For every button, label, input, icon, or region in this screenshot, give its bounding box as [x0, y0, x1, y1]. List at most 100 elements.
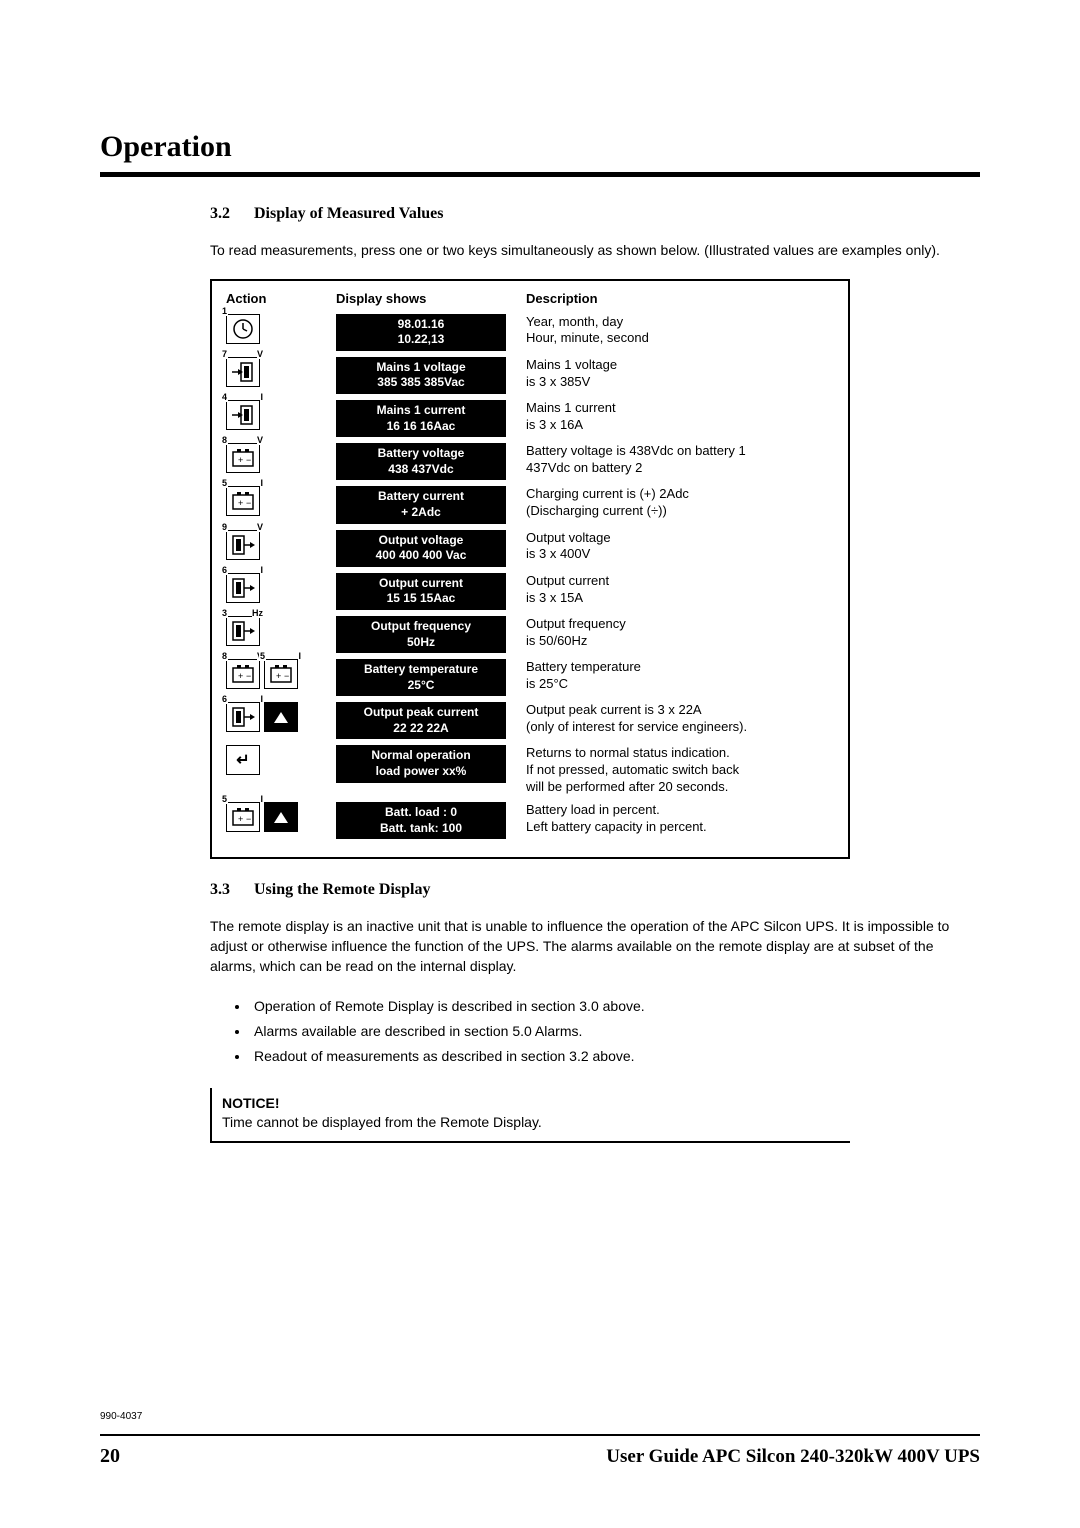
- inI-key-icon: 4I: [226, 400, 260, 430]
- bullet-list: Operation of Remote Display is described…: [100, 994, 980, 1070]
- table-row: 1 98.01.1610.22,13Year, month, dayHour, m…: [226, 314, 834, 351]
- footer-title: User Guide APC Silcon 240-320kW 400V UPS: [606, 1446, 980, 1468]
- lcd-display: Battery temperature25°C: [336, 659, 506, 696]
- description-cell: Battery voltage is 438Vdc on battery 143…: [526, 443, 834, 477]
- svg-text:−: −: [246, 498, 251, 508]
- batV-key-icon: +−8V: [226, 659, 260, 689]
- enter-key-icon: ↵: [226, 745, 260, 775]
- outV-key-icon: 9V: [226, 530, 260, 560]
- table-row: 4I Mains 1 current16 16 16Aac Mains 1 curr…: [226, 400, 834, 437]
- display-cell: Output voltage400 400 400 Vac: [336, 530, 526, 567]
- lcd-display: Output voltage400 400 400 Vac: [336, 530, 506, 567]
- svg-text:+: +: [238, 671, 243, 681]
- clock-key-icon: 1: [226, 314, 260, 344]
- action-cell: ↵: [226, 745, 336, 775]
- subnum: 3.2: [210, 205, 250, 223]
- lcd-display: Mains 1 current16 16 16Aac: [336, 400, 506, 437]
- description-cell: Mains 1 currentis 3 x 16A: [526, 400, 834, 434]
- outHz-key-icon: 3Hz: [226, 616, 260, 646]
- outI-key-icon: 6I: [226, 702, 260, 732]
- list-item: Readout of measurements as described in …: [250, 1044, 980, 1069]
- up-arrow-key-icon: [264, 802, 298, 832]
- subtitle: Display of Measured Values: [254, 205, 444, 222]
- lcd-display: Battery voltage438 437Vdc: [336, 443, 506, 480]
- svg-text:−: −: [246, 455, 251, 465]
- description-cell: Output peak current is 3 x 22A(only of i…: [526, 702, 834, 736]
- lcd-display: Batt. load : 0Batt. tank: 100: [336, 802, 506, 839]
- display-cell: Mains 1 voltage385 385 385Vac: [336, 357, 526, 394]
- description-cell: Output frequencyis 50/60Hz: [526, 616, 834, 650]
- description-cell: Battery temperatureis 25°C: [526, 659, 834, 693]
- lcd-display: Output current15 15 15Aac: [336, 573, 506, 610]
- display-cell: Battery voltage438 437Vdc: [336, 443, 526, 480]
- th-action: Action: [226, 291, 336, 306]
- section-title: Operation: [100, 130, 980, 164]
- page-number: 20: [100, 1445, 120, 1468]
- th-display: Display shows: [336, 291, 526, 306]
- action-cell: 1: [226, 314, 336, 344]
- subheading-3-2: 3.2 Display of Measured Values: [100, 205, 980, 223]
- table-row: 6I Output peak current22 22 22A Output pea…: [226, 702, 834, 739]
- description-cell: Battery load in percent.Left battery cap…: [526, 802, 834, 836]
- table-row: ↵ Normal operationload power xx% Returns t…: [226, 745, 834, 796]
- intro-3-3: The remote display is an inactive unit t…: [100, 917, 980, 976]
- list-item: Alarms available are described in sectio…: [250, 1019, 980, 1044]
- footer: 20 User Guide APC Silcon 240-320kW 400V …: [100, 1445, 980, 1468]
- subtitle: Using the Remote Display: [254, 881, 430, 898]
- display-cell: Output frequency50Hz: [336, 616, 526, 653]
- doc-number: 990-4037: [100, 1411, 142, 1422]
- subnum: 3.3: [210, 881, 250, 899]
- lcd-display: Output peak current22 22 22A: [336, 702, 506, 739]
- action-cell: 6I: [226, 702, 336, 732]
- table-row: 9V Output voltage400 400 400 Vac Output vo…: [226, 530, 834, 567]
- svg-text:+: +: [276, 671, 281, 681]
- table-row: 7V Mains 1 voltage385 385 385VacMains 1 v…: [226, 357, 834, 394]
- description-cell: Mains 1 voltageis 3 x 385V: [526, 357, 834, 391]
- subheading-3-3: 3.3 Using the Remote Display: [100, 881, 980, 899]
- action-cell: 9V: [226, 530, 336, 560]
- description-cell: Year, month, dayHour, minute, second: [526, 314, 834, 348]
- intro-3-2: To read measurements, press one or two k…: [100, 241, 980, 261]
- action-cell: +−8V: [226, 443, 336, 473]
- batI-key-icon: +−5I: [226, 802, 260, 832]
- footer-rule: [100, 1434, 980, 1436]
- action-cell: 7V: [226, 357, 336, 387]
- svg-text:−: −: [284, 671, 289, 681]
- svg-text:+: +: [238, 455, 243, 465]
- batV-key-icon: +−8V: [226, 443, 260, 473]
- notice-text: Time cannot be displayed from the Remote…: [222, 1114, 542, 1130]
- lcd-display: Battery current+ 2Adc: [336, 486, 506, 523]
- action-cell: +−5I: [226, 486, 336, 516]
- th-desc: Description: [526, 291, 834, 306]
- table-row: +−8V Battery voltage438 437Vdc Battery vol…: [226, 443, 834, 480]
- lcd-display: Output frequency50Hz: [336, 616, 506, 653]
- svg-text:+: +: [238, 498, 243, 508]
- svg-text:+: +: [238, 814, 243, 824]
- batI-key-icon: +−5I: [264, 659, 298, 689]
- description-cell: Returns to normal status indication.If n…: [526, 745, 834, 796]
- display-cell: Battery temperature25°C: [336, 659, 526, 696]
- display-cell: Batt. load : 0Batt. tank: 100: [336, 802, 526, 839]
- description-cell: Output currentis 3 x 15A: [526, 573, 834, 607]
- table-row: 3Hz Output frequency50Hz Output frequencyi…: [226, 616, 834, 653]
- up-arrow-key-icon: [264, 702, 298, 732]
- action-cell: 4I: [226, 400, 336, 430]
- action-cell: +−8V+−5I: [226, 659, 336, 689]
- table-row: +−5I Batt. load : 0Batt. tank: 100 Battery…: [226, 802, 834, 839]
- display-cell: Output peak current22 22 22A: [336, 702, 526, 739]
- display-cell: 98.01.1610.22,13: [336, 314, 526, 351]
- measured-values-table: Action Display shows Description 1 98.01.…: [210, 279, 850, 860]
- lcd-display: Normal operationload power xx%: [336, 745, 506, 782]
- display-cell: Mains 1 current16 16 16Aac: [336, 400, 526, 437]
- display-cell: Output current15 15 15Aac: [336, 573, 526, 610]
- display-cell: Battery current+ 2Adc: [336, 486, 526, 523]
- inV-key-icon: 7V: [226, 357, 260, 387]
- svg-text:−: −: [246, 814, 251, 824]
- svg-text:−: −: [246, 671, 251, 681]
- notice-label: NOTICE!: [222, 1095, 280, 1111]
- action-cell: +−5I: [226, 802, 336, 832]
- table-header: Action Display shows Description: [226, 291, 834, 306]
- table-row: +−8V+−5IBattery temperature25°CBattery t…: [226, 659, 834, 696]
- list-item: Operation of Remote Display is described…: [250, 994, 980, 1019]
- description-cell: Output voltageis 3 x 400V: [526, 530, 834, 564]
